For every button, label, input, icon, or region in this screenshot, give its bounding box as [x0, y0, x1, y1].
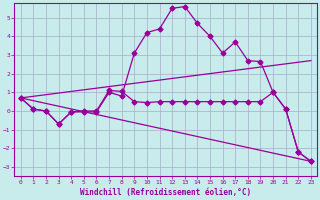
- X-axis label: Windchill (Refroidissement éolien,°C): Windchill (Refroidissement éolien,°C): [80, 188, 252, 197]
